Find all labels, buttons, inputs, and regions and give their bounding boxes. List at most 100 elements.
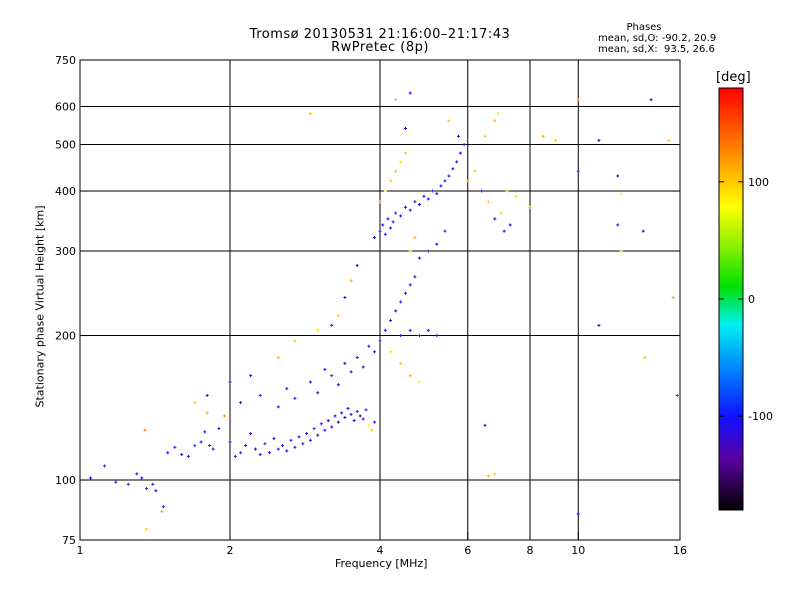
data-point	[193, 444, 197, 448]
y-tick-label: 200	[55, 330, 76, 343]
data-point	[336, 314, 340, 318]
data-point	[378, 229, 382, 233]
data-point	[323, 428, 327, 432]
data-point	[378, 200, 382, 204]
x-tick-label: 4	[377, 544, 384, 557]
x-axis-label: Frequency [MHz]	[335, 557, 428, 570]
data-point	[389, 318, 393, 322]
data-point	[205, 394, 209, 398]
data-point	[576, 512, 580, 516]
data-point	[330, 323, 334, 327]
y-tick-label: 400	[55, 185, 76, 198]
data-point	[193, 401, 197, 405]
data-point	[346, 406, 350, 410]
data-point	[408, 91, 412, 95]
chart-title: Tromsø 20130531 21:16:00–21:17:43	[249, 27, 511, 42]
y-tick-label: 600	[55, 101, 76, 114]
data-point	[272, 437, 276, 441]
data-point	[480, 189, 484, 193]
data-point	[667, 138, 671, 142]
data-point	[186, 454, 190, 458]
data-point	[316, 433, 320, 437]
data-point	[413, 275, 417, 279]
data-point	[394, 98, 398, 102]
data-point	[293, 445, 297, 449]
data-point	[403, 205, 407, 209]
data-points	[89, 91, 679, 531]
data-point	[394, 309, 398, 313]
data-point	[399, 160, 403, 164]
data-point	[435, 242, 439, 246]
x-axis-ticks: 1 2 4 6 8 10 16	[77, 532, 687, 557]
x-tick-label: 1	[77, 544, 84, 557]
data-point	[244, 444, 248, 448]
data-point	[399, 334, 403, 338]
data-point	[293, 396, 297, 400]
y-axis-ticks: 750 600 500 400 300 200 100 75	[55, 54, 680, 547]
data-point	[361, 365, 365, 369]
data-point	[267, 451, 271, 455]
data-point	[496, 112, 500, 116]
data-point	[173, 445, 177, 449]
data-point	[258, 394, 262, 398]
x-tick-label: 16	[673, 544, 687, 557]
data-point	[597, 138, 601, 142]
data-point	[426, 197, 430, 201]
data-point	[675, 394, 679, 398]
data-point	[643, 355, 647, 359]
data-point	[330, 425, 334, 429]
data-point	[403, 151, 407, 155]
data-point	[447, 174, 451, 178]
data-point	[466, 179, 470, 183]
colorbar-tick-label: 100	[748, 176, 769, 189]
data-point	[336, 420, 340, 424]
data-point	[383, 232, 387, 236]
data-point	[145, 527, 149, 531]
data-point	[373, 350, 377, 354]
data-point	[451, 167, 455, 171]
data-point	[233, 454, 237, 458]
data-point	[208, 444, 212, 448]
data-point	[389, 350, 393, 354]
x-tick-label: 10	[571, 544, 585, 557]
data-point	[297, 435, 301, 439]
data-point	[394, 211, 398, 215]
data-point	[166, 451, 170, 455]
data-point	[458, 151, 462, 155]
data-point	[381, 223, 385, 227]
data-point	[205, 411, 209, 415]
data-point	[408, 328, 412, 332]
data-point	[473, 169, 477, 173]
data-point	[160, 509, 164, 513]
data-point	[505, 189, 509, 193]
data-point	[514, 194, 518, 198]
data-point	[483, 134, 487, 138]
data-point	[336, 383, 340, 387]
data-point	[361, 417, 365, 421]
data-point	[641, 229, 645, 233]
data-point	[199, 440, 203, 444]
data-point	[619, 192, 623, 196]
data-point	[383, 189, 387, 193]
data-point	[502, 229, 506, 233]
data-point	[426, 328, 430, 332]
data-point	[493, 119, 497, 123]
data-point	[462, 143, 466, 147]
data-point	[140, 476, 144, 480]
x-tick-label: 2	[227, 544, 234, 557]
data-point	[389, 226, 393, 230]
data-point	[285, 449, 289, 453]
data-point	[308, 438, 312, 442]
phase-legend-x: mean, sd,X: 93.5, 26.6	[598, 44, 715, 55]
data-point	[364, 408, 368, 412]
data-point	[367, 344, 371, 348]
data-point	[447, 119, 451, 123]
data-point	[333, 414, 337, 418]
data-point	[486, 474, 490, 478]
data-point	[413, 236, 417, 240]
y-tick-label: 750	[55, 54, 76, 67]
data-point	[439, 184, 443, 188]
data-point	[435, 192, 439, 196]
data-point	[316, 328, 320, 332]
